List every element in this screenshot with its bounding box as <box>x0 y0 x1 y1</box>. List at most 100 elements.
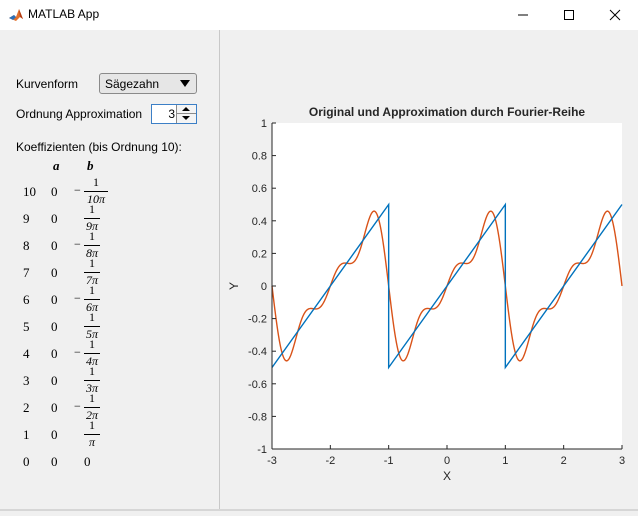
close-icon <box>609 9 621 21</box>
coef-b-numerator: 1 <box>93 175 99 189</box>
y-tick-label: -0.8 <box>248 411 267 423</box>
fraction-bar <box>84 191 108 192</box>
coef-b-numerator: 1 <box>89 256 95 270</box>
coef-a: 0 <box>51 400 58 415</box>
fraction-bar <box>84 326 100 327</box>
chevron-down-icon <box>180 80 190 87</box>
fraction-bar <box>84 380 100 381</box>
coef-b-denominator: 8π <box>85 246 98 260</box>
coef-b-sign: − <box>74 345 81 359</box>
coef-b-denominator: π <box>88 435 95 449</box>
coef-header-a: a <box>53 158 60 173</box>
coef-b-numerator: 1 <box>89 337 95 351</box>
coef-b-denominator: 9π <box>85 219 98 233</box>
y-tick-label: 0.8 <box>252 151 267 163</box>
coef-index: 3 <box>23 373 30 388</box>
coef-b-denominator: 4π <box>85 354 98 368</box>
coef-b-numerator: 1 <box>89 202 95 216</box>
plot-area: Original und Approximation durch Fourier… <box>220 30 638 511</box>
minimize-button[interactable] <box>500 0 546 30</box>
matlab-icon <box>8 7 24 23</box>
maximize-button[interactable] <box>546 0 592 30</box>
coef-b-denominator: 7π <box>85 273 98 287</box>
order-spinner[interactable]: 3 <box>151 104 197 124</box>
y-tick-label: 0 <box>261 281 267 293</box>
sawtooth-series-line <box>271 202 623 370</box>
coef-b-sign: − <box>74 237 81 251</box>
coef-index: 10 <box>23 184 36 199</box>
coef-a: 0 <box>51 238 58 253</box>
x-tick-label: 3 <box>619 455 625 467</box>
fraction-bar <box>84 299 100 300</box>
coef-header-b: b <box>87 158 94 173</box>
spinner-buttons <box>176 105 196 123</box>
y-tick-label: 0.6 <box>252 183 267 195</box>
coef-a: 0 <box>51 184 58 199</box>
coef-b-numerator: 1 <box>89 364 95 378</box>
coef-b-denominator: 6π <box>85 300 98 314</box>
coef-index: 8 <box>23 238 30 253</box>
y-tick-label: 0.4 <box>252 216 267 228</box>
spinner-divider <box>177 113 196 114</box>
coef-a: 0 <box>51 427 58 442</box>
x-axis-label: X <box>443 469 451 483</box>
y-tick-label: -1 <box>257 444 267 456</box>
coef-b-numerator: 1 <box>89 418 95 432</box>
order-label: Ordnung Approximation <box>16 107 143 121</box>
y-tick-label: -0.6 <box>248 379 267 391</box>
title-bar: MATLAB App <box>0 0 638 30</box>
chart-title: Original und Approximation durch Fourier… <box>309 105 586 119</box>
y-tick-label: -0.4 <box>248 346 267 358</box>
maximize-icon <box>564 10 574 20</box>
panel-divider <box>219 30 220 511</box>
x-tick-label: -3 <box>267 455 277 467</box>
fraction-bar <box>84 218 100 219</box>
order-value: 3 <box>168 107 175 121</box>
coefficients-label: Koeffizienten (bis Ordnung 10): <box>16 140 182 154</box>
coef-index: 4 <box>23 346 30 361</box>
coef-index: 7 <box>23 265 30 280</box>
coef-b-denominator: 3π <box>85 381 98 395</box>
fraction-bar <box>84 353 100 354</box>
waveform-dropdown[interactable]: Sägezahn <box>99 73 197 94</box>
waveform-value: Sägezahn <box>105 77 160 91</box>
minimize-icon <box>518 14 528 16</box>
coef-a: 0 <box>51 265 58 280</box>
x-tick-label: -1 <box>384 455 394 467</box>
spin-up-icon[interactable] <box>182 107 190 111</box>
window-title: MATLAB App <box>28 7 100 21</box>
coef-b-sign: − <box>74 399 81 413</box>
coef-index: 6 <box>23 292 30 307</box>
spin-down-icon[interactable] <box>182 116 190 120</box>
coef-b-numerator: 1 <box>89 310 95 324</box>
fraction-bar <box>84 434 100 435</box>
close-button[interactable] <box>592 0 638 30</box>
y-tick-label: 1 <box>261 118 267 130</box>
fraction-bar <box>84 245 100 246</box>
x-tick-label: 1 <box>502 455 508 467</box>
coef-index: 1 <box>23 427 30 442</box>
fourier-chart: Original und Approximation durch Fourier… <box>227 105 625 483</box>
coef-index: 0 <box>23 454 30 469</box>
coef-b-denominator: 5π <box>85 327 98 341</box>
coef-a: 0 <box>51 211 58 226</box>
coef-b-denominator: 10π <box>86 192 105 206</box>
coef-b-denominator: 2π <box>85 408 98 422</box>
coef-a: 0 <box>51 454 58 469</box>
x-tick-label: 2 <box>561 455 567 467</box>
coef-b-numerator: 1 <box>89 283 95 297</box>
coef-index: 2 <box>23 400 30 415</box>
fraction-bar <box>84 407 100 408</box>
coef-a: 0 <box>51 292 58 307</box>
x-tick-label: -2 <box>325 455 335 467</box>
y-tick-label: -0.2 <box>248 314 267 326</box>
coef-b-sign: − <box>74 291 81 305</box>
control-panel <box>0 30 219 511</box>
y-axis-label: Y <box>227 282 241 290</box>
waveform-label: Kurvenform <box>16 77 79 91</box>
coef-a: 0 <box>51 373 58 388</box>
coef-b-numerator: 1 <box>89 391 95 405</box>
bottom-border <box>0 509 638 511</box>
coef-b: 0 <box>84 454 91 469</box>
fraction-bar <box>84 272 100 273</box>
